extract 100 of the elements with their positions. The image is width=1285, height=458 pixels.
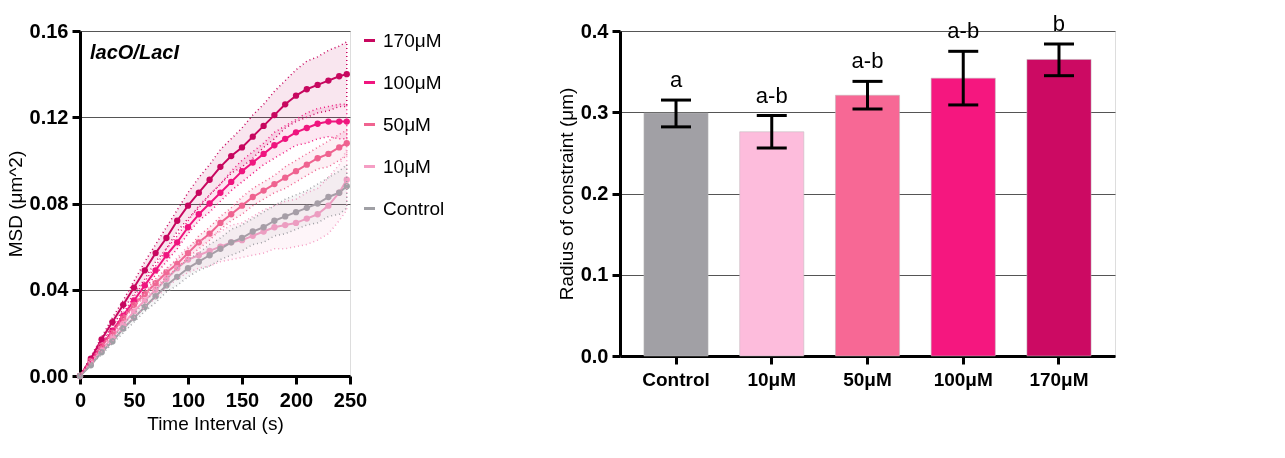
point [343,139,350,147]
point [336,144,343,151]
point [141,267,148,274]
point [174,239,181,246]
y-tick-label: 0.16 [29,19,69,42]
point [249,193,256,201]
point [282,135,289,142]
point [217,219,224,227]
point [98,336,105,343]
point [292,219,300,227]
y-tick-label: 0.04 [29,278,70,301]
point [282,174,289,181]
point [303,86,310,93]
legend-label: 10μM [383,155,431,177]
bar [930,77,996,357]
x-tick-label: 50μM [843,368,892,390]
point [109,338,116,345]
point [217,163,224,170]
point [141,303,148,311]
point [195,258,202,265]
point [163,252,170,259]
y-tick-label: 0.0 [580,344,609,367]
point [249,228,256,235]
annotation: a-b [851,48,884,74]
y-tick-label: 0.1 [580,263,609,286]
point [314,211,321,218]
point [163,234,170,242]
point [325,77,332,84]
bar [1026,59,1092,357]
point [282,101,289,108]
x-tick-label: Control [642,368,710,390]
point [343,176,350,183]
y-tick-label: 0.4 [580,19,610,42]
point [184,224,192,231]
point [206,200,213,207]
point [206,230,213,237]
point [343,70,350,78]
y-tick-label: 0.08 [29,192,69,214]
x-tick-label: 150 [225,388,260,411]
point [141,282,148,289]
y-tick-label: 0.12 [29,105,69,128]
point [238,168,246,175]
point [292,168,300,175]
point [130,308,138,315]
point [184,256,192,263]
point [336,118,343,125]
point [195,239,202,246]
point [228,211,235,218]
point [325,202,332,209]
point [174,273,181,280]
point [314,155,321,162]
point [282,213,289,220]
point [109,318,116,326]
x-tick-label: 100 [171,388,206,411]
legend-label: 100μM [383,71,442,93]
point [238,144,246,151]
x-axis-title: Time Interval (s) [147,412,284,434]
point [217,189,224,196]
point [228,152,235,160]
bar [643,112,709,357]
x-tick-label: 200 [279,388,314,411]
y-tick-label: 0.2 [580,182,609,204]
point [260,224,267,231]
point [271,224,278,231]
point [195,211,202,218]
point [325,193,332,201]
legend-label: 170μM [383,29,442,51]
point [228,178,235,186]
annotation: a-b [755,82,788,108]
legend-label: 50μM [383,113,431,135]
point [271,180,278,188]
point [343,183,350,190]
y-tick-label: 0.00 [29,364,69,387]
point [292,129,300,136]
point [195,189,202,196]
point [152,249,159,257]
x-tick-label: 170μM [1029,368,1089,390]
point [260,150,267,158]
point [260,122,267,130]
point [163,269,170,276]
y-tick-label: 0.3 [580,100,609,123]
point [271,111,278,119]
point [260,187,267,194]
point [152,286,159,293]
point [174,217,181,224]
x-tick-label: 10μM [747,368,797,390]
point [152,280,159,287]
point [130,284,138,291]
point [336,73,343,80]
x-tick-label: 250 [333,388,368,411]
point [303,161,310,168]
legend-label: Control [383,197,445,219]
point [282,221,289,229]
point [238,202,246,209]
point [163,282,170,289]
point [343,118,350,125]
point [130,314,138,321]
point [141,297,148,304]
point [163,275,170,283]
point [325,150,332,158]
